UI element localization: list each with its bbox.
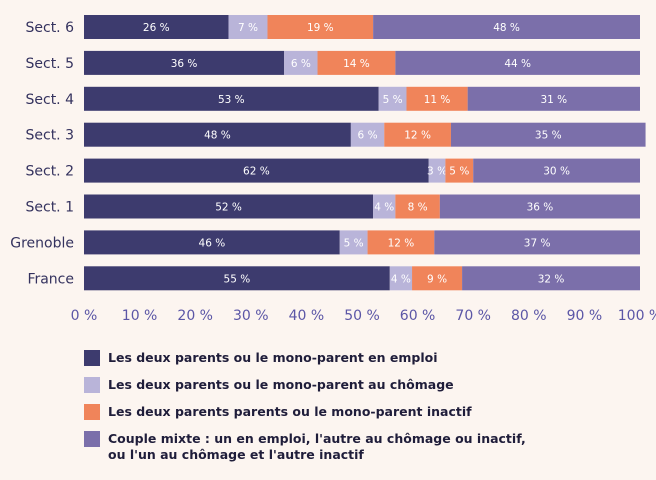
value-label: 35 % (535, 130, 562, 142)
value-label: 3 % (427, 166, 447, 178)
bar-segment (367, 230, 435, 255)
category-label: Sect. 6 (26, 20, 75, 36)
bar-segment (450, 122, 646, 147)
x-tick-label: 60 % (400, 308, 436, 324)
chart: 0 % 10 % 20 % 30 % 40 % 50 % 60 % 70 % 80 % 90 % 1… (10, 15, 656, 324)
bar-segment (428, 158, 446, 183)
legend-swatch (84, 350, 100, 366)
x-tick-label: 50 % (344, 308, 380, 324)
value-label: 4 % (374, 202, 394, 214)
value-label: 5 % (344, 237, 364, 249)
bar-segment (445, 158, 474, 183)
value-label: 6 % (291, 58, 311, 70)
value-label: 55 % (224, 273, 251, 285)
bar-segment (84, 86, 379, 111)
legend-label: Les deux parents ou le mono-parent au ch… (108, 377, 454, 392)
legend-item: Les deux parents parents ou le mono-pare… (84, 404, 554, 420)
bar-segment (84, 230, 340, 255)
value-label: 62 % (243, 166, 270, 178)
x-tick-label: 10 % (122, 308, 158, 324)
value-label: 48 % (204, 130, 231, 142)
value-label: 26 % (143, 22, 170, 34)
value-label: 14 % (343, 58, 370, 70)
category-label: Sect. 4 (26, 92, 75, 108)
value-label: 30 % (543, 166, 570, 178)
bar-segment (228, 15, 268, 39)
value-label: 48 % (493, 22, 520, 34)
category-label: Grenoble (10, 235, 74, 251)
value-label: 36 % (527, 202, 554, 214)
value-label: 19 % (307, 22, 334, 34)
legend-label: Couple mixte : un en emploi, l'autre au … (108, 431, 526, 462)
category-label: Sect. 1 (26, 200, 75, 216)
value-label: 6 % (358, 130, 378, 142)
bar-segment (84, 122, 351, 147)
bar-segment (395, 50, 640, 75)
x-tick-label: 30 % (233, 308, 269, 324)
value-label: 53 % (218, 94, 245, 106)
bar-segment (378, 86, 407, 111)
bar-segment (284, 50, 318, 75)
bar-segment (350, 122, 385, 147)
bar-segment (439, 194, 640, 219)
bar-segment (389, 266, 413, 291)
bar-segment (84, 50, 285, 75)
legend-item: Les deux parents ou le mono-parent en em… (84, 350, 554, 366)
bar-segment (434, 230, 640, 255)
bar-segment (84, 266, 390, 291)
value-label: 36 % (171, 58, 198, 70)
category-label: Sect. 3 (26, 128, 75, 144)
legend-swatch (84, 404, 100, 420)
x-tick-label: 70 % (455, 308, 491, 324)
value-label: 32 % (538, 273, 565, 285)
bar-segment (467, 86, 640, 111)
bar-segment (406, 86, 468, 111)
value-label: 5 % (383, 94, 403, 106)
legend-label: Les deux parents parents ou le mono-pare… (108, 404, 472, 419)
bar-segment (84, 15, 229, 39)
x-tick-label: 80 % (511, 308, 547, 324)
value-label: 5 % (449, 166, 469, 178)
value-label: 7 % (238, 22, 258, 34)
legend: Les deux parents ou le mono-parent en em… (84, 350, 554, 474)
bar-segment (373, 15, 640, 39)
category-label: Sect. 2 (26, 164, 75, 180)
value-label: 37 % (524, 237, 551, 249)
x-tick-label: 90 % (567, 308, 603, 324)
x-tick-label: 20 % (177, 308, 213, 324)
legend-swatch (84, 431, 100, 447)
value-label: 12 % (388, 237, 415, 249)
value-label: 11 % (424, 94, 451, 106)
value-label: 8 % (408, 202, 428, 214)
value-label: 44 % (504, 58, 531, 70)
bar-segment (395, 194, 440, 219)
bar-segment (339, 230, 368, 255)
bar-segment (84, 158, 429, 183)
bar-segment (84, 194, 374, 219)
x-tick-label: 100 % (618, 308, 656, 324)
value-label: 9 % (427, 273, 447, 285)
x-tick-label: 0 % (71, 308, 98, 324)
bar-segment (412, 266, 463, 291)
value-label: 31 % (540, 94, 567, 106)
value-label: 46 % (199, 237, 226, 249)
value-label: 12 % (404, 130, 431, 142)
x-tick-label: 40 % (289, 308, 325, 324)
legend-item: Les deux parents ou le mono-parent au ch… (84, 377, 554, 393)
category-label: France (27, 271, 74, 287)
category-label: Sect. 5 (26, 56, 75, 72)
legend-swatch (84, 377, 100, 393)
value-label: 4 % (391, 273, 411, 285)
bar-segment (384, 122, 451, 147)
value-label: 52 % (215, 202, 242, 214)
bar-segment (462, 266, 640, 291)
bar-segment (267, 15, 374, 39)
bar-segment (373, 194, 396, 219)
legend-item: Couple mixte : un en emploi, l'autre au … (84, 431, 554, 463)
bar-segment (473, 158, 640, 183)
legend-label: Les deux parents ou le mono-parent en em… (108, 350, 438, 365)
bar-segment (317, 50, 396, 75)
